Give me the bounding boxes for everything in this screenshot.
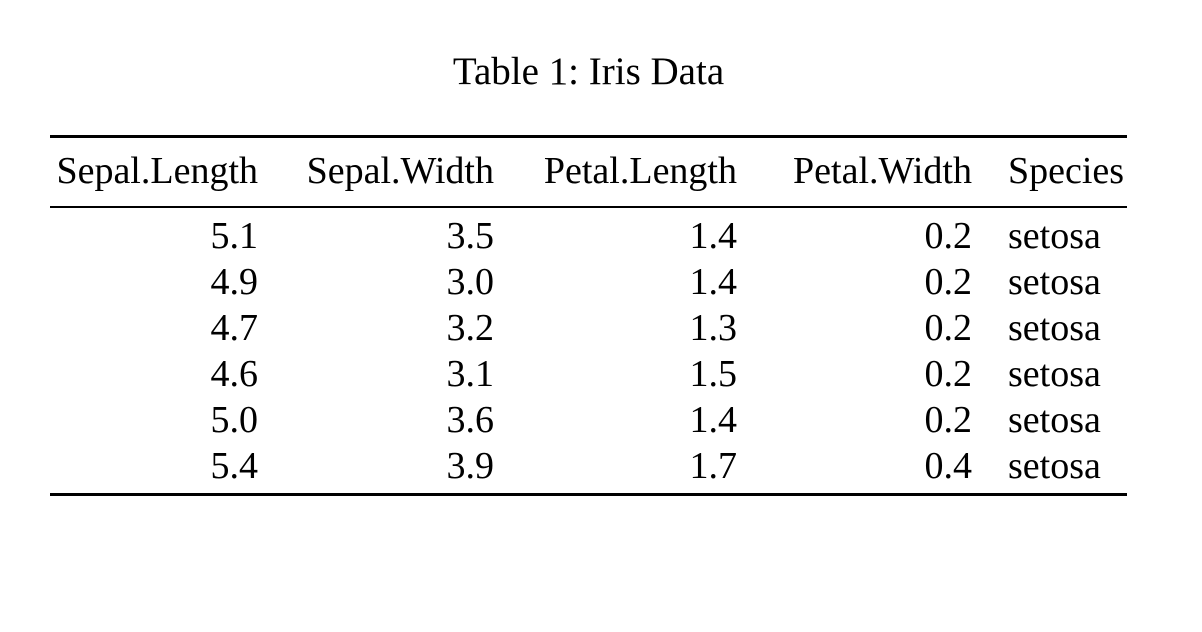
table-cell: 1.4 [689,215,738,257]
column-header-species: Species [972,136,1127,208]
table-cell: 0.2 [924,307,973,349]
table-cell: setosa [1008,261,1101,303]
table-cell: setosa [1008,353,1101,395]
table-cell: 0.4 [924,445,973,487]
table-cell: 0.2 [924,399,973,441]
table-row: 5.0 3.6 1.4 0.2 setosa [50,397,1127,443]
table-cell: 1.4 [689,399,738,441]
table-cell: 3.6 [446,399,495,441]
table-cell: 3.9 [446,445,495,487]
table-row: 5.1 3.5 1.4 0.2 setosa [50,207,1127,259]
table-cell: 1.7 [689,445,738,487]
column-header-sepal-width: Sepal.Width [258,136,494,208]
header-row: Sepal.Length Sepal.Width Petal.Length Pe… [50,136,1127,208]
table-body: 5.1 3.5 1.4 0.2 setosa 4.9 3.0 1.4 0.2 s… [50,207,1127,495]
table-cell: 5.4 [210,445,259,487]
document-page: Table 1: Iris Data Sepal.Length Sepal.Wi… [0,52,1202,632]
table-cell: 3.0 [446,261,495,303]
table-cell: 0.2 [924,353,973,395]
table-cell: setosa [1008,445,1101,487]
column-header-petal-width: Petal.Width [737,136,972,208]
table-cell: 1.3 [689,307,738,349]
column-header-petal-length: Petal.Length [494,136,737,208]
table-cell: 3.2 [446,307,495,349]
table-cell: 5.0 [210,399,259,441]
table-cell: setosa [1008,307,1101,349]
table-cell: 0.2 [924,215,973,257]
table-cell: 3.5 [446,215,495,257]
table-cell: 4.7 [210,307,259,349]
table-cell: setosa [1008,215,1101,257]
table-cell: 1.5 [689,353,738,395]
table-caption: Table 1: Iris Data [452,50,725,93]
table-cell: 0.2 [924,261,973,303]
table-cell: 4.6 [210,353,259,395]
table-row: 4.9 3.0 1.4 0.2 setosa [50,259,1127,305]
table-row: 4.6 3.1 1.5 0.2 setosa [50,351,1127,397]
column-header-sepal-length: Sepal.Length [50,136,258,208]
table-cell: 5.1 [210,215,259,257]
iris-data-table: Sepal.Length Sepal.Width Petal.Length Pe… [50,135,1127,496]
table-cell: setosa [1008,399,1101,441]
table-cell: 4.9 [210,261,259,303]
table-header: Sepal.Length Sepal.Width Petal.Length Pe… [50,136,1127,208]
table-cell: 1.4 [689,261,738,303]
table-container: Sepal.Length Sepal.Width Petal.Length Pe… [50,135,1127,496]
table-row: 5.4 3.9 1.7 0.4 setosa [50,443,1127,495]
table-cell: 3.1 [446,353,495,395]
table-row: 4.7 3.2 1.3 0.2 setosa [50,305,1127,351]
